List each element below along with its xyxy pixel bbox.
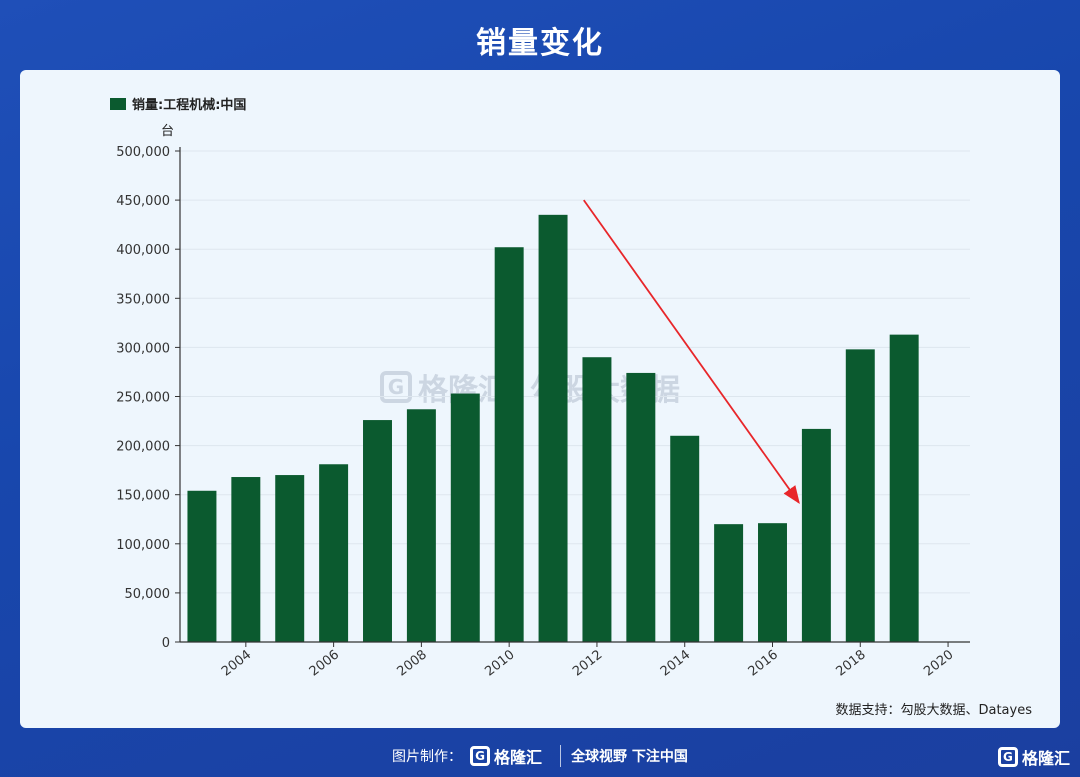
bar (758, 523, 787, 642)
legend: 销量:工程机械:中国 (110, 94, 246, 113)
y-tick-label: 400,000 (116, 243, 170, 258)
bar (582, 357, 612, 642)
footer-logo-icon: G (470, 746, 491, 766)
footer: 图片制作： G 格隆汇 全球视野 下注中国 (0, 740, 1080, 772)
trend-arrow (583, 199, 800, 505)
source-note: 数据支持：勾股大数据、Datayes (835, 703, 1032, 718)
bar (187, 490, 217, 642)
corner-brand: 格隆汇 (1021, 749, 1070, 768)
bar (231, 477, 261, 642)
x-tick-label: 2012 (570, 647, 605, 679)
bar (406, 409, 436, 642)
bar (889, 334, 919, 642)
footer-made-by: 图片制作： (392, 749, 463, 765)
y-tick-label: 300,000 (116, 341, 170, 356)
y-tick-label: 0 (162, 636, 170, 651)
watermark-logo-icon: G (380, 371, 412, 403)
legend-swatch (110, 97, 126, 110)
footer-divider (560, 745, 562, 767)
y-tick-label: 250,000 (116, 391, 170, 406)
footer-logo: G 格隆汇 (470, 744, 542, 768)
y-tick-label: 150,000 (116, 489, 170, 504)
x-tick-label: 2006 (307, 647, 342, 679)
bar (801, 428, 831, 642)
y-tick-label: 350,000 (116, 292, 170, 307)
page-title: 销量变化 (476, 26, 604, 61)
x-tick-label: 2010 (482, 647, 517, 679)
bar (494, 247, 524, 642)
bar (670, 435, 700, 642)
x-tick-label: 2014 (658, 647, 693, 679)
y-tick-label: 50,000 (125, 587, 171, 602)
x-tick-label: 2020 (921, 647, 956, 679)
bar (363, 420, 392, 642)
y-tick-label: 450,000 (116, 194, 170, 209)
bar-chart: 0 50,000 100,000 150,000 200,000 250,000 300,0… (116, 145, 970, 680)
footer-brand: 格隆汇 (494, 748, 543, 767)
y-tick-label: 500,000 (116, 145, 170, 160)
footer-slogan: 全球视野 下注中国 (571, 749, 688, 765)
legend-label: 销量:工程机械:中国 (132, 98, 247, 113)
x-tick-label: 2004 (219, 647, 254, 679)
chart-panel: 销量:工程机械:中国 台 G 格隆汇 勾股大数据 050,000100,0001… (20, 70, 1060, 728)
bar (714, 524, 744, 642)
bar (626, 372, 656, 642)
corner-logo-icon: G (997, 747, 1018, 767)
corner-logo: G 格隆汇 (997, 745, 1070, 769)
x-tick-label: 2016 (746, 647, 781, 679)
bar (450, 393, 480, 642)
x-tick-label: 2018 (833, 647, 868, 679)
bar (845, 349, 875, 642)
bar (275, 475, 305, 642)
y-axis-unit: 台 (161, 124, 175, 139)
x-tick-label: 2008 (395, 647, 430, 679)
bar (319, 464, 349, 642)
y-tick-label: 200,000 (116, 440, 170, 455)
y-tick-label: 100,000 (116, 538, 170, 553)
bar (538, 214, 568, 642)
